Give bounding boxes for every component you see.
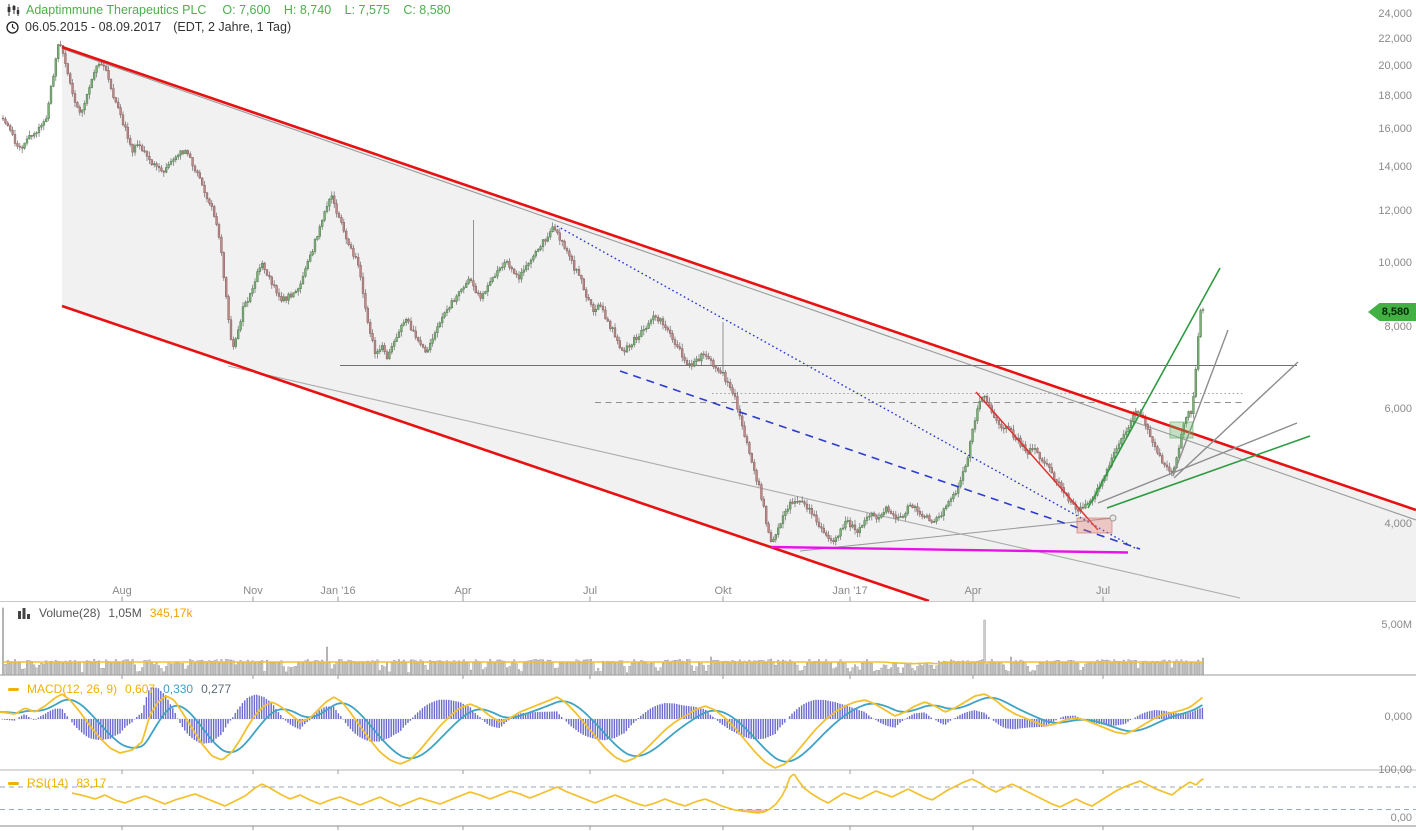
volume-value: 1,05M: [108, 606, 142, 620]
volume-scale-label: 5,00M: [1381, 619, 1412, 631]
pink-zone-box[interactable]: [1076, 517, 1113, 534]
overlay-lines-over: [61, 45, 1416, 603]
price-tick-label: 8,000: [1384, 321, 1412, 333]
blue-dashed-trend[interactable]: [619, 370, 1141, 550]
month-tick-label: Aug: [112, 585, 132, 597]
channel-bottom[interactable]: [61, 304, 930, 603]
price-tick-label: 20,000: [1378, 60, 1412, 72]
macd-plot: [0, 687, 1204, 769]
green-rising-support[interactable]: [1106, 435, 1311, 509]
last-price-tag: 8,580: [1368, 303, 1416, 321]
month-tick-label: Jul: [1095, 585, 1111, 597]
magenta-support[interactable]: [770, 545, 1129, 554]
month-tick-label: Jan '16: [320, 585, 356, 597]
month-tick-label: Jan '17: [832, 585, 868, 597]
instrument-header: Adaptimmune Therapeutics PLC O: 7,600 H:…: [6, 3, 451, 17]
green-steep-trend[interactable]: [1087, 267, 1221, 509]
month-tick-label: Apr: [964, 585, 982, 597]
blue-dotted-trend[interactable]: [556, 225, 1136, 549]
gray-rising-support[interactable]: [1097, 422, 1298, 504]
date-range: 06.05.2015 - 08.09.2017: [25, 20, 162, 34]
macd-line-icon: [8, 687, 19, 691]
rsi-100-label: 100,00: [1378, 764, 1412, 776]
price-tick-label: 12,000: [1378, 205, 1412, 217]
support-gray-shallow[interactable]: [799, 517, 1114, 552]
price-tick-label: 24,000: [1378, 8, 1412, 20]
clock-icon: [6, 20, 19, 34]
month-tick-label: Jul: [582, 585, 598, 597]
gray-steep-trend[interactable]: [1172, 329, 1229, 477]
rsi-plot: [0, 773, 1416, 814]
price-tick-label: 6,000: [1384, 403, 1412, 415]
rsi-name: RSI(14): [27, 776, 69, 790]
price-tick-label: 18,000: [1378, 90, 1412, 102]
timeframe: (EDT, 2 Jahre, 1 Tag): [173, 20, 292, 34]
instrument-title: Adaptimmune Therapeutics PLC: [26, 3, 207, 17]
volume-plot: [2, 607, 1204, 676]
volume-name: Volume(28): [39, 606, 101, 620]
rsi-value: 83,17: [76, 776, 107, 790]
price-tick-label: 22,000: [1378, 33, 1412, 45]
green-zone-box[interactable]: [1169, 421, 1194, 439]
macd-zero-label: 0,000: [1384, 711, 1412, 723]
overlay-lines-under: [62, 48, 1416, 599]
volume-ma-value: 345,17k: [149, 606, 193, 620]
trend-gray-mid[interactable]: [227, 365, 1241, 599]
gray-medium-trend[interactable]: [1173, 361, 1299, 479]
volume-indicator-label[interactable]: Volume(28) 1,05M 345,17k: [18, 606, 192, 620]
candlestick-icon: [7, 4, 20, 16]
trend-channel-fill: [62, 47, 1416, 601]
candlesticks: [1, 40, 1205, 546]
month-tick-label: Apr: [454, 585, 472, 597]
rsi-line-icon: [8, 781, 19, 785]
trend-endpoint-marker[interactable]: [1109, 514, 1117, 522]
ohlc-values: O: 7,600 H: 8,740 L: 7,575 C: 8,580: [222, 3, 451, 17]
date-range-header: 06.05.2015 - 08.09.2017 (EDT, 2 Jahre, 1…: [6, 20, 291, 34]
macd-value-3: 0,277: [201, 682, 232, 696]
channel-top[interactable]: [61, 45, 1416, 512]
rsi-0-label: 0,00: [1390, 812, 1412, 824]
volume-bars-icon: [18, 608, 30, 619]
price-tick-label: 4,000: [1384, 518, 1412, 530]
red-short-trend[interactable]: [975, 391, 1099, 531]
macd-indicator-label[interactable]: MACD(12, 26, 9) 0,607 0,330 0,277: [8, 682, 231, 696]
macd-value-2: 0,330: [163, 682, 194, 696]
month-tick-label: Nov: [243, 585, 263, 597]
price-tick-label: 14,000: [1378, 161, 1412, 173]
month-tick-label: Okt: [714, 585, 732, 597]
price-tick-label: 10,000: [1378, 257, 1412, 269]
trend-gray-long[interactable]: [62, 48, 1416, 521]
rsi-indicator-label[interactable]: RSI(14) 83,17: [8, 776, 106, 790]
macd-value-1: 0,607: [125, 682, 156, 696]
price-tick-label: 16,000: [1378, 123, 1412, 135]
macd-name: MACD(12, 26, 9): [27, 682, 118, 696]
